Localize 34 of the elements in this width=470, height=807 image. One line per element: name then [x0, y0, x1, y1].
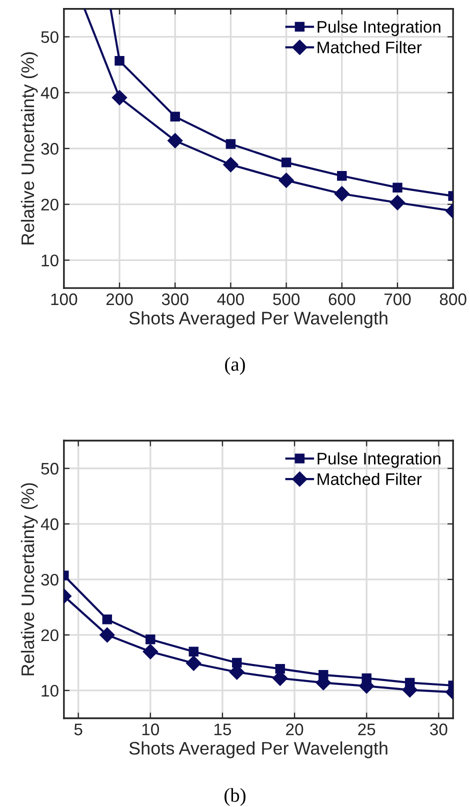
x-tick-label: 700	[384, 293, 411, 306]
y-tick-label: 50	[41, 31, 58, 43]
y-tick-label: 50	[41, 462, 58, 475]
y-tick-label: 10	[42, 254, 58, 266]
y-axis-title: Relative Uncertainty (%)	[20, 52, 38, 244]
text: (a)	[225, 357, 245, 375]
y-tick-label: 10	[42, 684, 58, 697]
x-tick-label: 400	[217, 293, 244, 306]
x-tick-label: 200	[106, 293, 133, 306]
legend-label: Pulse Integration	[318, 452, 440, 468]
x-tick-label: 600	[328, 293, 356, 306]
legend-label: Matched Filter	[318, 41, 422, 54]
y-tick-label: 30	[41, 142, 58, 155]
legend-label: Matched Filter	[318, 472, 422, 486]
x-tick-label: 10	[142, 724, 160, 736]
x-tick-label: 25	[358, 724, 376, 736]
x-tick-label: 15	[214, 724, 232, 736]
x-tick-label: 500	[273, 293, 300, 306]
x-tick-label: 5	[74, 724, 82, 736]
y-axis-title: Relative Uncertainty (%)	[20, 483, 38, 676]
x-tick-label: 800	[440, 293, 466, 306]
y-tick-label: 20	[41, 198, 58, 211]
x-tick-label: 100	[51, 293, 78, 306]
x-tick-label: 300	[162, 293, 188, 306]
x-axis-title: Shots Averaged Per Wavelength	[129, 311, 388, 328]
y-tick-label: 30	[41, 574, 58, 586]
y-tick-label: 40	[40, 518, 58, 530]
text: (b)	[224, 788, 246, 806]
y-tick-label: 40	[40, 87, 58, 99]
y-tick-label: 20	[41, 629, 58, 642]
x-tick-label: 30	[430, 724, 448, 736]
x-axis-title: Shots Averaged Per Wavelength	[129, 741, 388, 758]
legend-label: Pulse Integration	[318, 20, 440, 36]
x-tick-label: 20	[286, 724, 304, 736]
